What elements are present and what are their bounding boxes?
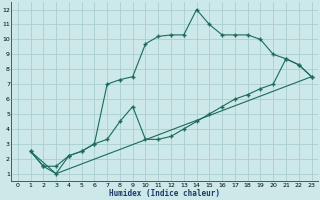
X-axis label: Humidex (Indice chaleur): Humidex (Indice chaleur) — [109, 189, 220, 198]
